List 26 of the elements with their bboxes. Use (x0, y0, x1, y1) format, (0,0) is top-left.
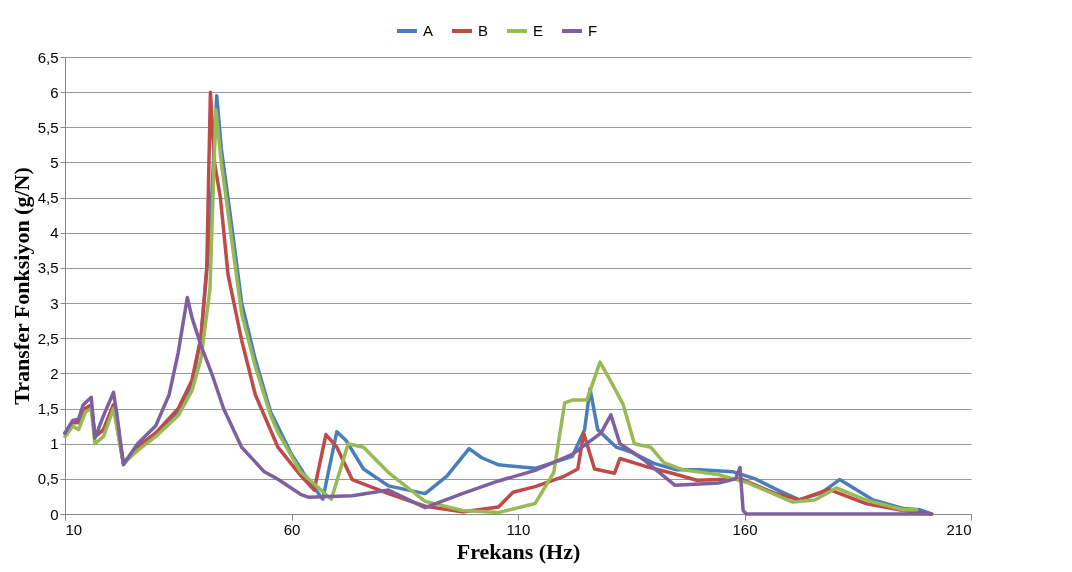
y-tick-label: 4 (50, 224, 59, 242)
y-tick-label: 2,5 (37, 329, 59, 347)
y-tick-label: 3 (50, 294, 59, 312)
y-tick-label: 0,5 (37, 470, 59, 488)
y-axis-title: Transfer Fonksiyon (g/N) (8, 167, 34, 405)
legend-label: A (423, 22, 434, 39)
x-tick-label: 60 (283, 520, 301, 538)
y-tick-label: 1 (50, 435, 59, 453)
y-tick-label: 5 (50, 153, 59, 171)
legend-label: E (533, 22, 544, 39)
x-tick-label: 10 (65, 520, 83, 538)
x-tick-label: 210 (946, 520, 972, 538)
y-tick-label: 5,5 (37, 118, 59, 136)
x-axis-title: Frekans (Hz) (456, 538, 581, 564)
line-series (63, 295, 934, 516)
x-tick-label: 160 (732, 520, 758, 538)
y-tick-label: 3,5 (37, 259, 59, 277)
legend-label: F (588, 22, 598, 39)
y-tick-label: 6,5 (37, 48, 59, 66)
y-tick-label: 1,5 (37, 400, 59, 418)
y-tick-label: 0 (50, 505, 59, 523)
x-tick-label: 110 (506, 520, 531, 538)
legend-label: B (478, 22, 489, 39)
y-tick-label: 6 (50, 83, 59, 101)
y-tick-label: 4,5 (37, 189, 59, 207)
y-tick-label: 2 (50, 364, 59, 382)
